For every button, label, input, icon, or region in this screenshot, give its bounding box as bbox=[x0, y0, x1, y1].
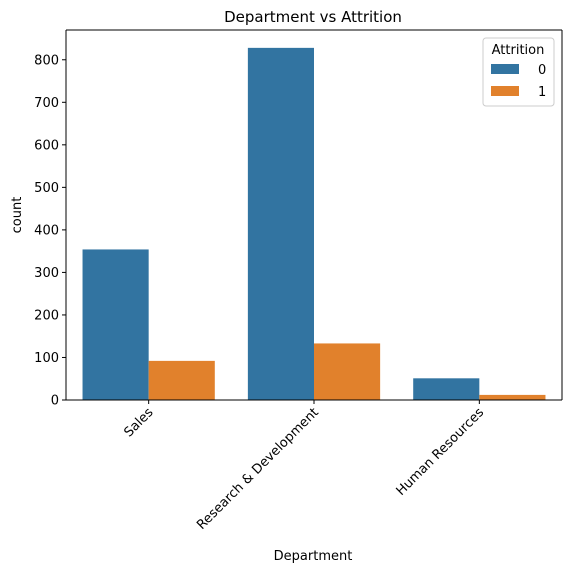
bar-sales-attrition-0 bbox=[82, 249, 149, 400]
y-tick-label: 700 bbox=[34, 96, 59, 111]
legend-label-1: 1 bbox=[538, 85, 546, 100]
x-axis-label: Department bbox=[274, 549, 353, 564]
y-tick-label: 300 bbox=[34, 266, 59, 281]
bar-human-resources-attrition-0 bbox=[413, 378, 480, 400]
legend-title: Attrition bbox=[492, 43, 545, 58]
legend-swatch-1 bbox=[491, 86, 519, 96]
bar-sales-attrition-1 bbox=[148, 360, 215, 400]
bars-group bbox=[82, 47, 546, 401]
bar-research-development-attrition-0 bbox=[247, 47, 314, 401]
y-tick-label: 800 bbox=[34, 53, 59, 68]
y-axis-label: count bbox=[10, 197, 25, 234]
x-tick-label: Human Resources bbox=[394, 405, 488, 499]
y-tick-label: 200 bbox=[34, 308, 59, 323]
y-tick-label: 500 bbox=[34, 181, 59, 196]
bar-research-development-attrition-1 bbox=[314, 343, 381, 400]
chart-title: Department vs Attrition bbox=[224, 8, 402, 26]
y-ticks-group: 0 100 200 300 400 500 600 700 800 bbox=[34, 53, 66, 409]
x-ticks-group: Sales Research & Development Human Resourc… bbox=[121, 400, 487, 533]
x-tick-label: Research & Development bbox=[194, 405, 322, 533]
legend: Attrition 01 bbox=[482, 37, 555, 107]
legend-entries: 01 bbox=[491, 63, 546, 100]
legend-swatch-0 bbox=[491, 64, 519, 74]
y-tick-label: 0 bbox=[51, 394, 59, 409]
legend-label-0: 0 bbox=[538, 63, 546, 78]
y-tick-label: 100 bbox=[34, 351, 59, 366]
y-tick-label: 400 bbox=[34, 223, 59, 238]
bar-human-resources-attrition-1 bbox=[479, 394, 546, 400]
y-tick-label: 600 bbox=[34, 138, 59, 153]
x-tick-label: Sales bbox=[121, 405, 156, 440]
